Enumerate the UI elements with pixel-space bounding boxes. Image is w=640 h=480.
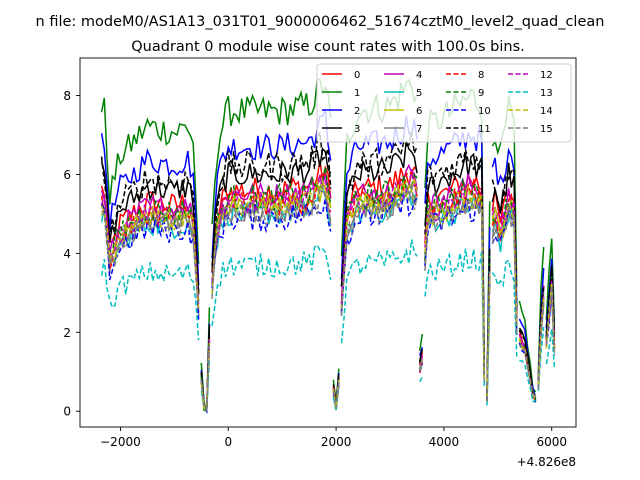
series-3-line bbox=[340, 140, 418, 287]
series-15-line bbox=[486, 271, 491, 402]
legend-box bbox=[316, 63, 572, 143]
series-15-line bbox=[491, 202, 518, 334]
series-1-line bbox=[211, 78, 332, 225]
chart-title: Quadrant 0 module wise count rates with … bbox=[131, 39, 525, 55]
legend-label-15: 15 bbox=[540, 124, 553, 135]
series-15-line bbox=[332, 381, 340, 408]
x-tick-label: 4000 bbox=[429, 435, 460, 449]
series-15-line bbox=[545, 286, 556, 356]
series-11-line bbox=[211, 131, 332, 266]
series-15-line bbox=[418, 358, 424, 371]
series-1-line bbox=[100, 97, 200, 265]
y-axis: 0 2 4 6 8 bbox=[63, 89, 80, 419]
series-1-line bbox=[418, 333, 424, 351]
series-13-line bbox=[491, 259, 518, 357]
series-13-line bbox=[519, 359, 536, 403]
x-tick-label: 6000 bbox=[536, 435, 567, 449]
series-13-line bbox=[332, 386, 340, 411]
series-8-line bbox=[424, 179, 486, 379]
series-2-line bbox=[211, 108, 332, 259]
series-14-line bbox=[340, 178, 418, 309]
legend-label-10: 10 bbox=[478, 106, 491, 117]
series-lines bbox=[100, 78, 556, 414]
series-11-line bbox=[340, 131, 418, 287]
series-13-line bbox=[537, 327, 545, 391]
series-14-line bbox=[200, 339, 211, 410]
series-12-line bbox=[211, 176, 332, 282]
series-9-line bbox=[340, 171, 418, 309]
y-tick-label: 4 bbox=[63, 247, 71, 261]
legend-label-3: 3 bbox=[354, 124, 360, 135]
x-axis-offset-label: +4.826e8 bbox=[517, 455, 576, 469]
series-11-line bbox=[418, 348, 424, 362]
legend-label-0: 0 bbox=[354, 70, 360, 81]
series-15-line bbox=[340, 182, 418, 316]
series-15-line bbox=[101, 210, 200, 310]
legend-label-12: 12 bbox=[540, 70, 553, 81]
series-11-line bbox=[424, 149, 486, 377]
series-13-line bbox=[100, 258, 200, 341]
legend-label-7: 7 bbox=[416, 124, 422, 135]
legend-label-6: 6 bbox=[416, 106, 422, 117]
y-tick-label: 8 bbox=[63, 89, 71, 103]
series-14-line bbox=[332, 379, 340, 409]
legend-label-8: 8 bbox=[478, 70, 484, 81]
series-14-line bbox=[100, 205, 200, 309]
series-15-line bbox=[211, 185, 332, 299]
series-2-line bbox=[100, 133, 200, 286]
figure-suptitle: n file: modeM0/AS1A13_031T01_9000006462_… bbox=[36, 14, 605, 30]
series-15-line bbox=[200, 342, 211, 412]
series-3-line bbox=[100, 161, 200, 295]
series-12-line bbox=[100, 195, 200, 310]
series-9-line bbox=[424, 178, 486, 383]
series-11-line bbox=[100, 156, 200, 292]
series-12-line bbox=[424, 179, 486, 380]
legend-label-13: 13 bbox=[540, 88, 553, 99]
plot-frame bbox=[79, 57, 577, 428]
series-9-line bbox=[211, 166, 332, 283]
series-12-line bbox=[340, 169, 418, 305]
series-13-line bbox=[424, 248, 486, 387]
series-9-line bbox=[100, 199, 200, 302]
series-11-line bbox=[491, 167, 518, 314]
legend-label-4: 4 bbox=[416, 70, 422, 81]
series-2-line bbox=[491, 147, 518, 307]
series-14-line bbox=[211, 178, 332, 294]
series-13-line bbox=[419, 376, 423, 383]
y-tick-label: 2 bbox=[63, 326, 71, 340]
legend-label-5: 5 bbox=[416, 88, 422, 99]
series-10-line bbox=[340, 190, 418, 314]
legend-label-9: 9 bbox=[478, 88, 484, 99]
x-axis: −2000 0 2000 4000 6000 bbox=[100, 427, 567, 449]
series-13-line bbox=[545, 329, 556, 368]
series-13-line bbox=[211, 243, 332, 327]
legend-label-11: 11 bbox=[478, 124, 491, 135]
series-8-line bbox=[211, 171, 332, 284]
series-15-line bbox=[537, 297, 545, 389]
series-15-line bbox=[519, 344, 537, 398]
y-tick-label: 6 bbox=[63, 168, 71, 182]
x-tick-label: 0 bbox=[224, 435, 232, 449]
series-14-line bbox=[545, 282, 556, 349]
series-10-line bbox=[491, 207, 518, 335]
legend-label-2: 2 bbox=[354, 106, 360, 117]
x-tick-label: −2000 bbox=[100, 435, 141, 449]
series-7-line bbox=[211, 187, 332, 286]
series-5-line bbox=[424, 194, 486, 383]
series-13-line bbox=[340, 239, 418, 344]
legend-label-1: 1 bbox=[354, 88, 360, 99]
series-10-line bbox=[424, 197, 486, 383]
y-tick-label: 0 bbox=[63, 405, 71, 419]
legend-label-14: 14 bbox=[540, 106, 553, 117]
series-12-line bbox=[491, 202, 518, 324]
x-tick-label: 2000 bbox=[321, 435, 352, 449]
